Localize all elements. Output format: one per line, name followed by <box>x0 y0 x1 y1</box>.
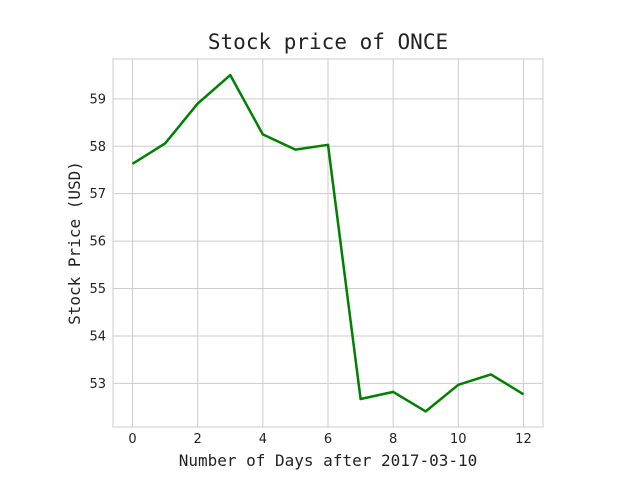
x-axis-ticks: 0 2 4 6 8 10 12 <box>128 432 531 447</box>
y-tick-label: 57 <box>89 187 106 202</box>
grid <box>113 59 543 427</box>
x-axis-label: Number of Days after 2017-03-10 <box>179 451 478 470</box>
y-tick-label: 56 <box>89 235 106 250</box>
x-tick-label: 2 <box>194 432 202 447</box>
series-line <box>131 73 525 413</box>
y-tick-label: 54 <box>89 329 106 344</box>
x-tick-label: 8 <box>389 432 397 447</box>
x-tick-label: 12 <box>515 432 532 447</box>
x-tick-label: 0 <box>128 432 136 447</box>
y-tick-label: 53 <box>89 377 106 392</box>
x-tick-label: 4 <box>259 432 267 447</box>
y-axis-ticks: 53 54 55 56 57 58 59 <box>89 92 106 392</box>
chart-title: Stock price of ONCE <box>208 30 448 54</box>
y-tick-label: 55 <box>89 282 106 297</box>
y-tick-label: 59 <box>89 92 106 107</box>
y-axis-label: Stock Price (USD) <box>65 161 84 325</box>
plot-frame <box>112 58 544 428</box>
x-tick-label: 6 <box>324 432 332 447</box>
y-tick-label: 58 <box>89 140 106 155</box>
series-layer <box>131 73 525 413</box>
x-tick-label: 10 <box>450 432 467 447</box>
